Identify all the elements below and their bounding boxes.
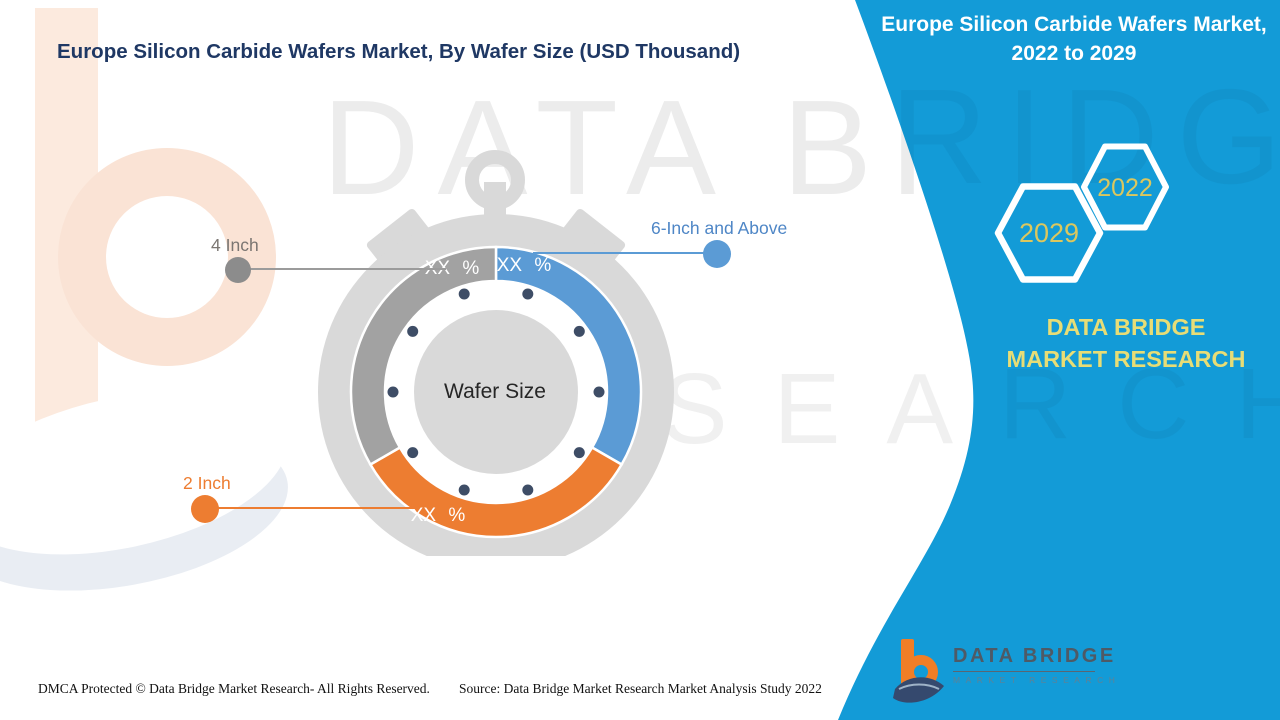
footer-source: Source: Data Bridge Market Research Mark… [459, 681, 822, 696]
chart-center-label: Wafer Size [444, 380, 546, 403]
value-label-orange: XX % [410, 505, 466, 526]
callout-4-inch-label: 4 Inch [211, 235, 259, 255]
year-hexagons: 2029 2022 [994, 143, 1169, 283]
logo-brand-text: DATA BRIDGE [953, 645, 1116, 667]
logo-divider [953, 671, 1095, 672]
brand-caption: DATA BRIDGE MARKET RESEARCH [1006, 314, 1246, 372]
hexagon-2029 [994, 183, 1104, 283]
callout-6-inch-label: 6-Inch and Above [651, 218, 788, 238]
callout-6-inch-dot [703, 240, 731, 268]
center-disc [414, 310, 578, 474]
right-heading-line2: 2022 to 2029 [1011, 42, 1137, 65]
callout-6-inch-line [533, 252, 713, 254]
logo-tagline-text: MARKET RESEARCH [953, 675, 1121, 685]
value-label-gray: XX % [424, 258, 480, 279]
callout-2-inch-dot [191, 495, 219, 523]
hexagon-2029-label: 2029 [1019, 218, 1079, 248]
data-bridge-logo-icon [893, 639, 944, 703]
hexagon-2022 [1081, 143, 1169, 231]
right-heading-line1: Europe Silicon Carbide Wafers Market, [881, 13, 1267, 36]
callout-4-inch-dot [225, 257, 251, 283]
value-label-blue: XX % [496, 255, 552, 276]
teal-panel-shape [838, 0, 1280, 720]
right-panel-heading: Europe Silicon Carbide Wafers Market, 20… [868, 10, 1280, 68]
stopwatch-donut-chart [318, 150, 674, 556]
callout-2-inch-label: 2 Inch [183, 473, 231, 493]
tick-dots [387, 288, 605, 496]
hexagon-2022-label: 2022 [1097, 174, 1153, 202]
page-title: Europe Silicon Carbide Wafers Market, By… [57, 40, 741, 63]
callout-2-inch-line [218, 507, 418, 509]
callout-4-inch-line [250, 268, 446, 270]
footer-dmca: DMCA Protected © Data Bridge Market Rese… [38, 681, 430, 696]
